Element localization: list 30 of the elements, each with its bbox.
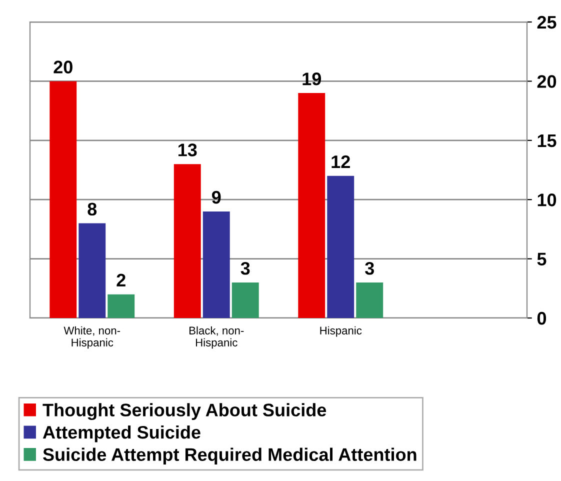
bar [327, 176, 354, 318]
bar [232, 282, 259, 318]
data-label: 13 [178, 144, 197, 156]
bar [298, 93, 326, 318]
data-label: 9 [212, 190, 221, 204]
bar [50, 81, 77, 318]
data-label: 19 [302, 72, 322, 86]
legend-label: Thought Seriously About Suicide [42, 403, 326, 420]
y-tick-label: 0 [537, 312, 546, 325]
y-tick-label: 10 [538, 194, 556, 206]
data-label: 3 [365, 262, 374, 275]
x-tick-label: Hispanic [320, 326, 362, 337]
y-tick-label: 25 [537, 16, 556, 29]
legend-label: Suicide Attempt Required Medical Attention [43, 448, 416, 465]
y-tick-label: 20 [537, 75, 556, 88]
bar [78, 223, 106, 318]
data-label: 20 [54, 60, 72, 74]
data-label: 12 [332, 155, 350, 168]
x-tick-label: Black, non- Hispanic [189, 326, 244, 349]
data-label: 3 [240, 262, 250, 275]
data-label: 8 [88, 202, 97, 216]
data-label: 2 [116, 274, 126, 286]
bar [202, 211, 230, 318]
bar [356, 282, 384, 318]
legend-label: Attempted Suicide [42, 425, 200, 442]
y-tick-label: 5 [537, 252, 546, 266]
x-tick-label: White, non- Hispanic [64, 326, 120, 349]
y-tick-label: 15 [538, 134, 556, 148]
bar [108, 294, 135, 318]
bar [174, 164, 201, 318]
